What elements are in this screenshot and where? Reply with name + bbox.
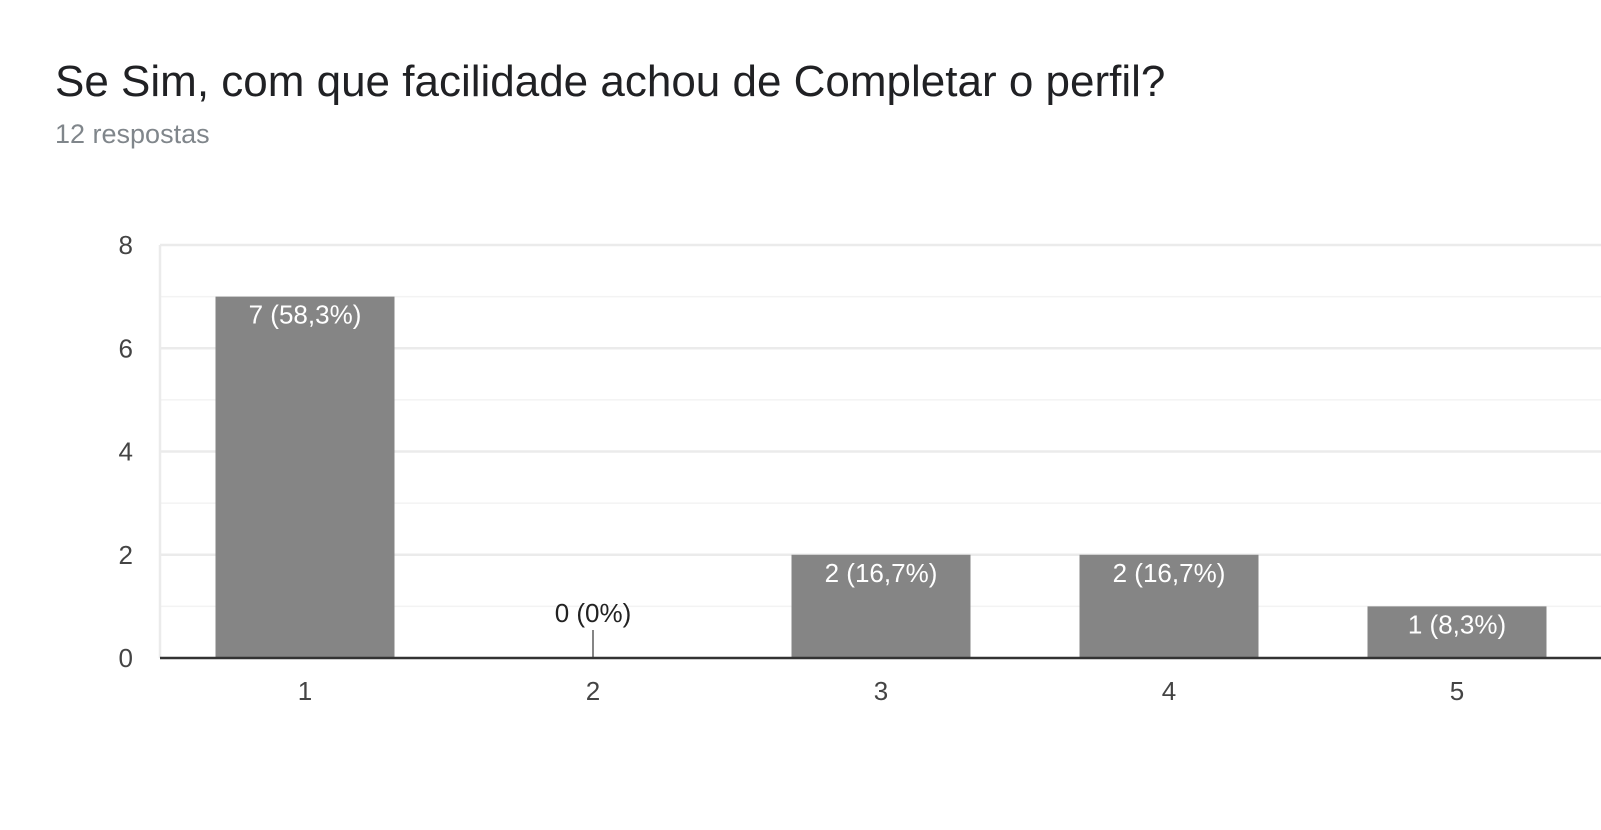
- x-tick-label: 4: [1162, 676, 1176, 706]
- x-tick-label: 5: [1450, 676, 1464, 706]
- response-count: 12 respostas: [55, 119, 210, 149]
- bar: [1367, 606, 1547, 658]
- y-tick-label: 0: [119, 643, 133, 673]
- grid-lines: [158, 243, 1601, 658]
- x-tick-label: 1: [298, 676, 312, 706]
- data-labels: 7 (58,3%) 0 (0%) 2 (16,7%) 2 (16,7%) 1 (8,3%…: [249, 300, 1507, 640]
- bar-data-label: 2 (16,7%): [1113, 558, 1226, 588]
- y-tick-label: 8: [119, 230, 133, 260]
- bar-data-label: 0 (0%): [555, 598, 632, 628]
- axes: 0 2 4 6 8 1 2 3 4 5: [119, 230, 1601, 706]
- bar-data-label: 1 (8,3%): [1408, 609, 1506, 639]
- x-tick-label: 3: [874, 676, 888, 706]
- chart-title: Se Sim, com que facilidade achou de Comp…: [55, 57, 1166, 106]
- bars: [215, 296, 1547, 658]
- x-tick-label: 2: [586, 676, 600, 706]
- y-tick-label: 2: [119, 540, 133, 570]
- y-tick-label: 6: [119, 333, 133, 363]
- y-tick-label: 4: [119, 437, 133, 467]
- bar: [791, 554, 971, 658]
- bar-data-label: 2 (16,7%): [825, 558, 938, 588]
- bar-data-label: 7 (58,3%): [249, 300, 362, 330]
- bar: [1079, 554, 1259, 658]
- bar: [215, 296, 395, 658]
